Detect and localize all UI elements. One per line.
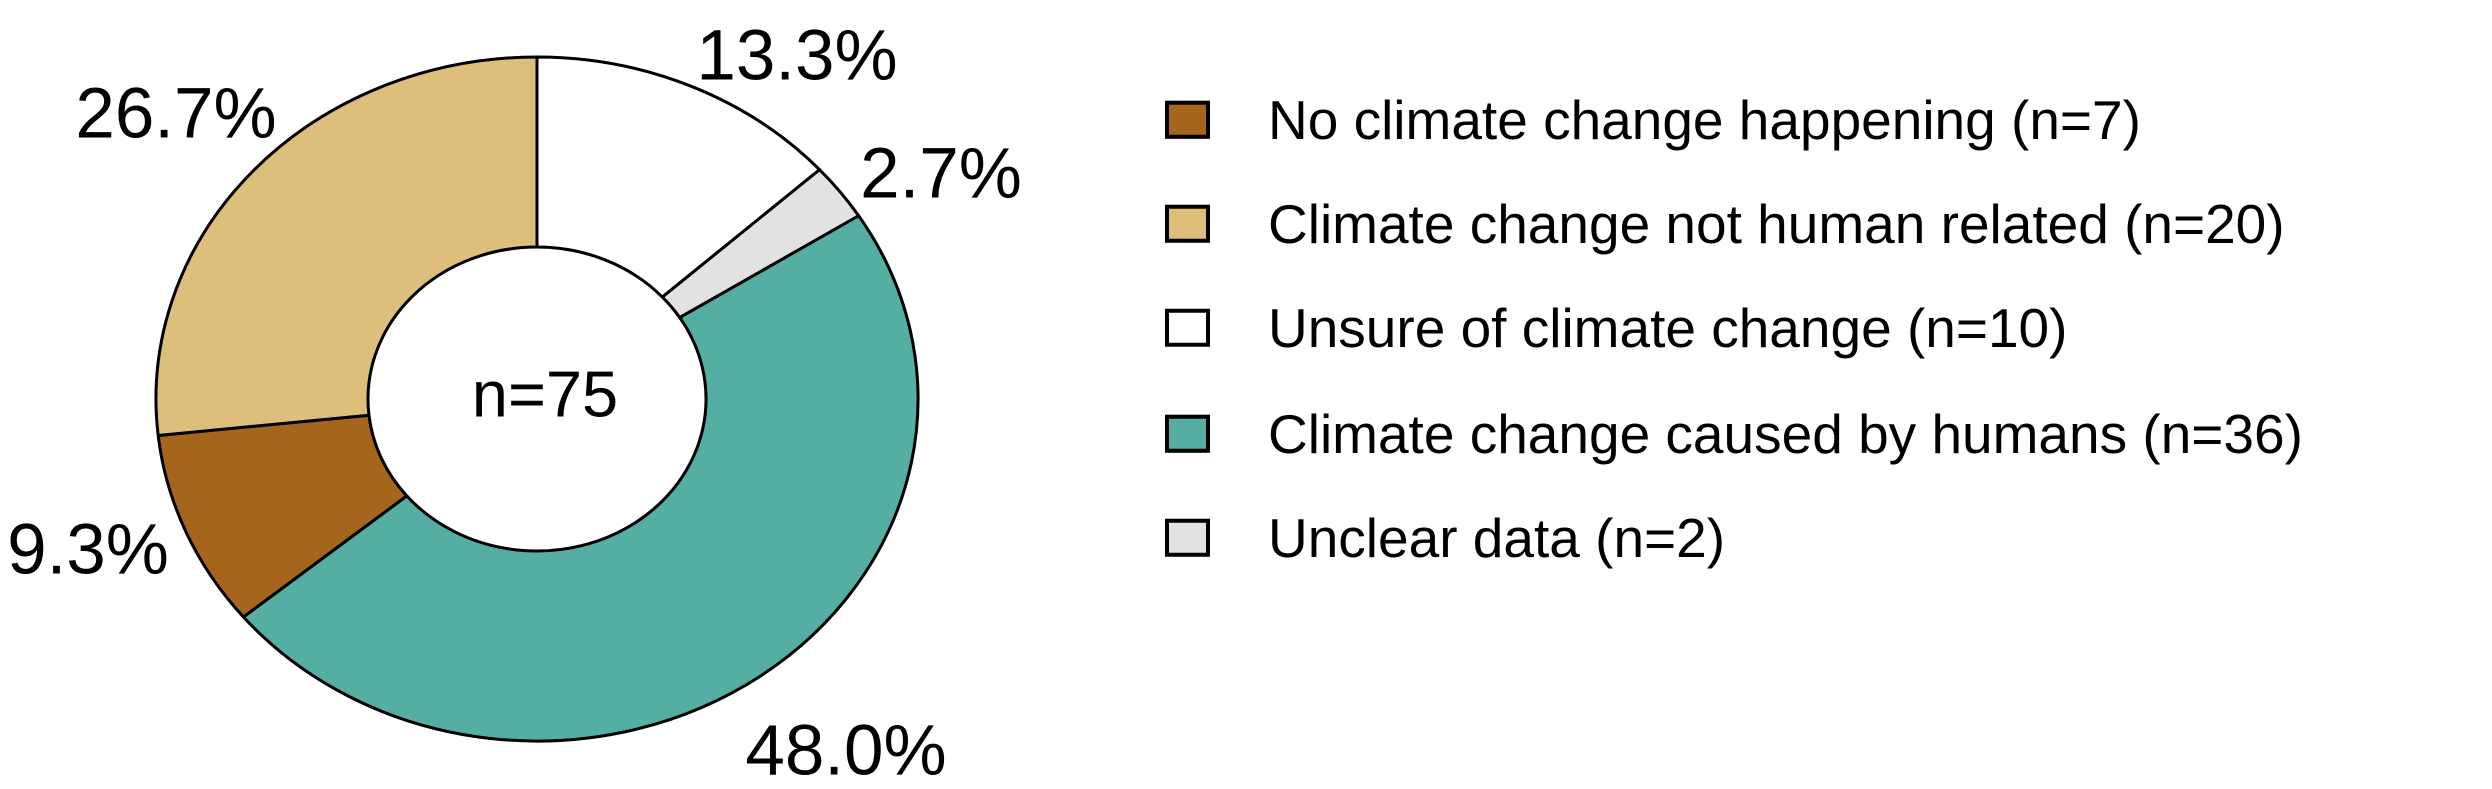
slice-label-unsure: 13.3% xyxy=(696,16,898,96)
legend-swatch-not-human-related xyxy=(1165,205,1210,243)
legend-label: Climate change not human related (n=20) xyxy=(1268,192,2285,255)
legend-item-not-human-related: Climate change not human related (n=20) xyxy=(1165,194,2285,255)
slice-label-not-human-related: 26.7% xyxy=(75,74,277,154)
legend-swatch-unclear-data xyxy=(1165,519,1210,557)
legend: No climate change happening (n=7) Climat… xyxy=(1165,0,2492,789)
pie-slice-unsure xyxy=(535,55,822,299)
legend-swatch-caused-by-humans xyxy=(1165,415,1210,453)
legend-label: Unclear data (n=2) xyxy=(1268,506,1726,569)
legend-label: Unsure of climate change (n=10) xyxy=(1268,296,2068,359)
legend-item-no-climate-change: No climate change happening (n=7) xyxy=(1165,90,2141,151)
legend-item-caused-by-humans: Climate change caused by humans (n=36) xyxy=(1165,404,2303,465)
legend-item-unclear-data: Unclear data (n=2) xyxy=(1165,508,1725,569)
legend-label: No climate change happening (n=7) xyxy=(1268,88,2141,151)
pie-slice-not-human-related xyxy=(154,55,539,437)
legend-swatch-unsure xyxy=(1165,309,1210,347)
donut-center-total: n=75 xyxy=(471,357,619,431)
legend-label: Climate change caused by humans (n=36) xyxy=(1268,402,2303,465)
legend-item-unsure: Unsure of climate change (n=10) xyxy=(1165,298,2067,359)
donut-chart xyxy=(154,55,920,743)
slice-label-caused-by-humans: 48.0% xyxy=(745,711,947,789)
legend-swatch-no-climate-change xyxy=(1165,101,1210,139)
pie-slice-caused-by-humans xyxy=(241,214,920,743)
donut-chart-area: 13.3% 2.7% 48.0% 9.3% 26.7% n=75 xyxy=(0,0,1060,789)
slice-label-no-climate-change: 9.3% xyxy=(7,510,169,590)
slice-label-unclear-data: 2.7% xyxy=(860,134,1022,214)
